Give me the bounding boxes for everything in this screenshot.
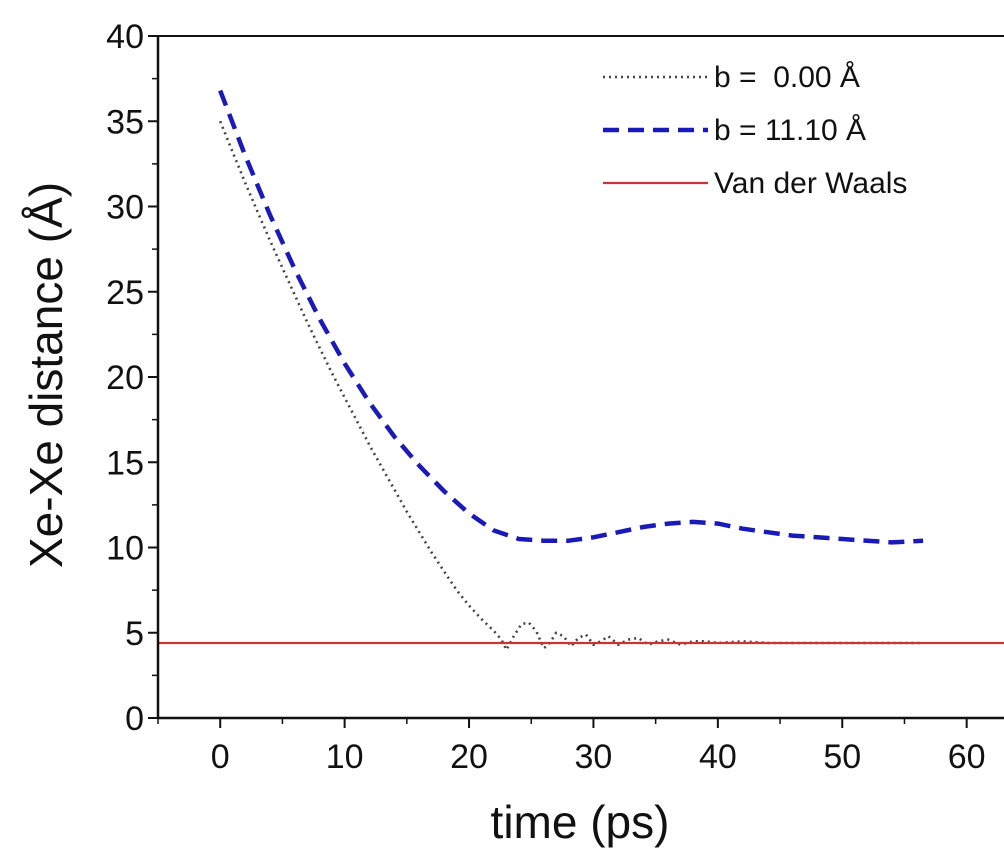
- x-tick-label: 40: [699, 738, 737, 776]
- y-axis-title: Xe-Xe distance (Å): [20, 182, 72, 568]
- y-tick-label: 0: [125, 700, 144, 738]
- x-tick-label: 0: [211, 738, 230, 776]
- legend-label-2: b = 11.10 Å: [714, 114, 866, 147]
- x-tick-label: 30: [575, 738, 613, 776]
- y-tick-label: 40: [106, 18, 144, 56]
- x-tick-label: 10: [326, 738, 364, 776]
- x-axis-title: time (ps): [491, 796, 670, 848]
- y-tick-label: 25: [106, 274, 144, 312]
- x-tick-label: 60: [948, 738, 986, 776]
- x-tick-label: 50: [823, 738, 861, 776]
- series-line-2: [218, 89, 924, 545]
- legend-label-1: b = 0.00 Å: [714, 61, 860, 94]
- x-tick-label: 20: [450, 738, 488, 776]
- axes: 0 5 10 15 20 25 30 35 40 0 10 20 30 40 50 60: [106, 18, 1004, 776]
- series-line-1: [218, 120, 924, 652]
- legend: b = 0.00 Å b = 11.10 Å Van der Waals: [603, 61, 907, 200]
- y-tick-label: 10: [106, 530, 144, 568]
- legend-label-3: Van der Waals: [714, 167, 907, 200]
- plot-area: [158, 89, 1004, 652]
- y-tick-label: 20: [106, 359, 144, 397]
- y-tick-label: 30: [106, 189, 144, 227]
- y-tick-label: 15: [106, 444, 144, 482]
- y-tick-label: 35: [106, 103, 144, 141]
- y-tick-label: 5: [125, 615, 144, 653]
